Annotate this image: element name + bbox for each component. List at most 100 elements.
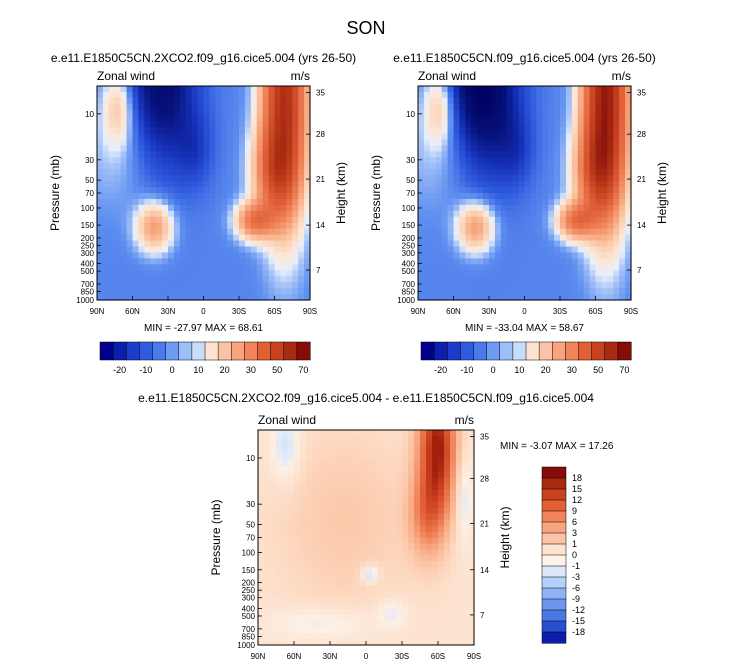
heatmap-cell [233, 151, 240, 158]
heatmap-cell [280, 121, 287, 129]
heatmap-cell [318, 441, 325, 449]
heatmap-cell [548, 264, 555, 271]
heatmap-cell [524, 86, 532, 93]
heatmap-cell [372, 585, 379, 592]
heatmap-cell [270, 471, 277, 479]
heatmap-cell [524, 276, 532, 283]
colorbar-box [460, 341, 475, 361]
heatmap-cell [221, 294, 228, 301]
heatmap-cell [258, 597, 265, 604]
heatmap-cell [384, 603, 391, 610]
heatmap-cell [144, 240, 151, 248]
heatmap-cell [239, 151, 246, 158]
heatmap-cell [601, 145, 608, 152]
heatmap-cell [456, 573, 463, 580]
heatmap-cell [512, 264, 520, 271]
heatmap-cell [530, 210, 537, 218]
colorbar-label: -12 [572, 605, 585, 615]
heatmap-cell [459, 210, 466, 218]
heatmap-cell [542, 282, 549, 289]
heatmap-cell [462, 525, 469, 533]
heatmap-cell [191, 145, 199, 152]
heatmap-cell [168, 264, 175, 271]
heatmap-cell [565, 157, 573, 164]
heatmap-cell [583, 187, 591, 194]
heatmap-cell [589, 91, 597, 99]
y-tick-label: 400 [402, 260, 416, 269]
heatmap-cell [444, 615, 451, 622]
heatmap-cell [215, 210, 222, 218]
heatmap-cell [286, 258, 293, 265]
heatmap-cell [114, 97, 122, 105]
heatmap-cell [414, 549, 421, 557]
heatmap-cell [97, 294, 104, 301]
heatmap-cell [444, 639, 451, 646]
heatmap-cell [378, 543, 385, 551]
heatmap-cell [402, 495, 409, 503]
heatmap-cell [280, 258, 287, 265]
heatmap-cell [465, 210, 472, 218]
heatmap-cell [239, 198, 246, 206]
heatmap-cell [197, 216, 205, 224]
heatmap-cell [264, 471, 271, 479]
heatmap-cell [426, 543, 433, 551]
heatmap-cell [462, 471, 469, 479]
heatmap-cell [312, 477, 319, 485]
heatmap-cell [453, 240, 461, 248]
heatmap-cell [536, 181, 543, 188]
heatmap-cell [560, 109, 567, 117]
heatmap-cell [286, 234, 293, 242]
heatmap-cell [429, 216, 437, 224]
heatmap-cell [426, 465, 433, 473]
heatmap-cell [625, 288, 632, 295]
heatmap-cell [396, 435, 403, 443]
heatmap-cell [441, 264, 449, 271]
heatmap-cell [150, 97, 157, 105]
heatmap-cell [607, 91, 614, 99]
heatmap-cell [173, 103, 181, 111]
heatmap-cell [270, 549, 277, 557]
heatmap-cell [554, 103, 561, 111]
heatmap-cell [114, 204, 122, 212]
heatmap-cell [601, 222, 608, 230]
heatmap-cell [459, 175, 466, 182]
heatmap-cell [468, 435, 475, 443]
heatmap-cell [300, 579, 307, 586]
heatmap-cell [607, 133, 614, 141]
heatmap-cell [396, 597, 403, 604]
heatmap-cell [108, 282, 116, 289]
heatmap-cell [471, 133, 478, 141]
heatmap-cell [306, 525, 313, 533]
heatmap-cell [276, 639, 283, 646]
heatmap-cell [459, 198, 466, 206]
heatmap-cell [536, 133, 543, 141]
heatmap-cell [360, 513, 367, 521]
heatmap-cell [306, 483, 313, 491]
heatmap-cell [468, 591, 475, 598]
heatmap-cell [298, 216, 305, 224]
heatmap-cell [312, 519, 319, 527]
heatmap-cell [282, 567, 289, 574]
heatmap-cell [282, 465, 289, 473]
heatmap-cell [120, 121, 128, 129]
heatmap-cell [441, 109, 449, 117]
heatmap-cell [342, 597, 349, 604]
heatmap-cell [471, 193, 478, 200]
heatmap-cell [156, 198, 163, 206]
heatmap-cell [97, 163, 104, 170]
heatmap-cell [179, 204, 187, 212]
heatmap-cell [465, 133, 472, 141]
heatmap-cell [209, 222, 216, 230]
heatmap-cell [360, 603, 367, 610]
heatmap-cell [138, 169, 145, 176]
heatmap-cell [108, 97, 116, 105]
heatmap-cell [97, 216, 104, 224]
heatmap-cell [239, 282, 246, 289]
heatmap-cell [435, 103, 443, 111]
heatmap-cell [423, 240, 431, 248]
heatmap-cell [126, 240, 134, 248]
y-tick-label: 200 [402, 234, 416, 243]
heatmap-cell [144, 246, 151, 254]
heatmap-cell [318, 501, 325, 509]
heatmap-cell [447, 121, 455, 129]
